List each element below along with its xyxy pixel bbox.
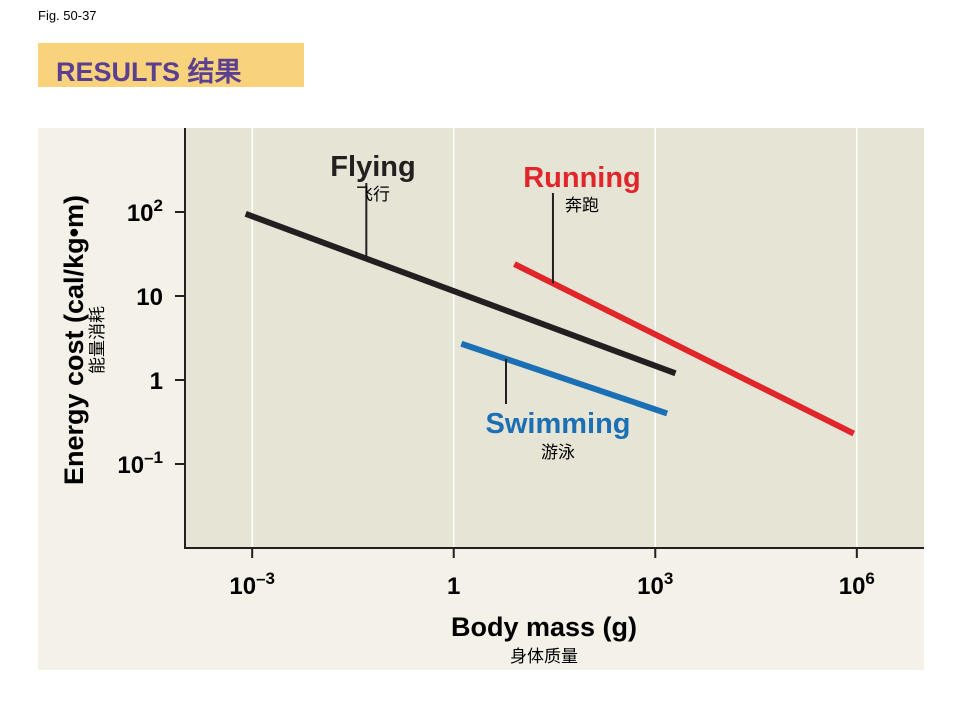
series-sublabel-running: 奔跑 <box>565 196 599 216</box>
y-tick-label-1: 1 <box>150 368 163 395</box>
series-label-swimming: Swimming <box>485 408 630 440</box>
axes <box>184 128 924 549</box>
series-layer <box>244 211 856 437</box>
y-axis-title: Energy cost (cal/kg•m) <box>59 195 89 485</box>
tick-layer: 10–3 1 103 106 10–1 1 10 102 <box>117 196 875 600</box>
x-tick-label-3: 106 <box>839 569 875 600</box>
grid-lines <box>251 128 858 548</box>
results-banner: RESULTS 结果 <box>38 43 304 87</box>
x-tick-label-1: 1 <box>447 573 460 600</box>
x-tick-label-0: 10–3 <box>229 569 275 600</box>
series-line-running <box>513 261 856 437</box>
results-title: RESULTS 结果 <box>56 57 242 87</box>
series-line-flying <box>244 211 677 377</box>
series-label-flying: Flying <box>330 151 415 183</box>
series-sublabel-swimming: 游泳 <box>541 443 575 463</box>
plot-area <box>185 128 924 548</box>
y-tick-label-3: 102 <box>127 196 163 227</box>
y-tick-label-0: 10–1 <box>117 448 163 479</box>
y-tick-label-2: 10 <box>136 284 163 311</box>
figure-label: Fig. 50-37 <box>38 8 97 23</box>
y-axis-subtitle: 能量消耗 <box>88 306 108 374</box>
series-label-running: Running <box>523 162 641 194</box>
series-line-swimming <box>460 340 669 417</box>
x-axis-subtitle: 身体质量 <box>510 647 578 667</box>
x-axis-title: Body mass (g) <box>451 612 637 642</box>
x-tick-label-2: 103 <box>637 569 673 600</box>
series-sublabel-flying: 飞行 <box>356 185 390 205</box>
